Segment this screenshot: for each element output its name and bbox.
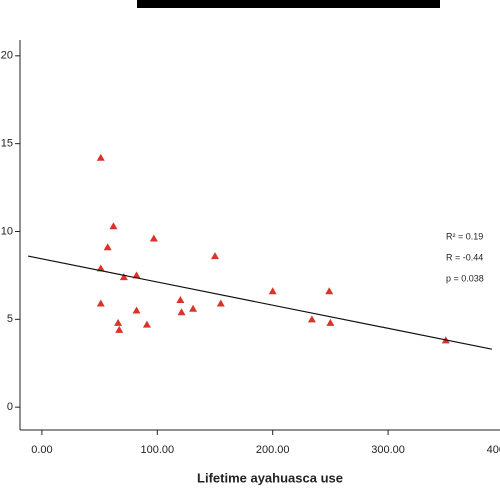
point [325,287,334,295]
point [142,320,151,328]
point [119,273,128,281]
point [149,234,158,242]
point [132,306,141,314]
annotation: R = -0.44 [446,252,483,262]
point [216,299,225,307]
x-axis-label: Lifetime ayahuasca use [197,470,343,485]
point [96,299,105,307]
redaction-bar [137,0,440,8]
x-tick-label: 400.00 [487,444,500,456]
x-tick-label: 200.00 [256,444,290,456]
point [96,153,105,161]
annotation: R² = 0.19 [446,231,483,241]
point [326,318,335,326]
y-tick-label: 0 [7,401,13,413]
y-tick-label: 15 [1,138,13,150]
point [114,318,123,326]
point [132,271,141,279]
point [96,264,105,272]
point [176,296,185,303]
point [109,222,118,230]
y-tick-label: 5 [7,313,13,325]
point [115,325,124,333]
y-tick-label: 10 [1,225,13,237]
x-tick-label: 100.00 [140,444,174,456]
fit-line [27,255,493,350]
y-tick-label: 20 [1,50,13,62]
point [211,252,219,260]
x-tick-label: 0.00 [31,444,52,456]
x-tick-label: 300.00 [371,444,405,456]
point [307,315,316,323]
point [177,308,186,316]
annotation: p = 0.038 [446,273,484,283]
point [268,287,277,295]
point [103,243,112,251]
point [189,304,198,312]
